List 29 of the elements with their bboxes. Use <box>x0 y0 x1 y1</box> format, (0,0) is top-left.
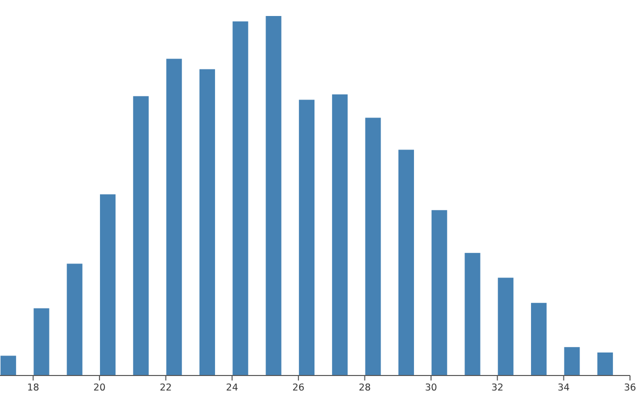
bar <box>166 58 182 376</box>
bar <box>432 210 448 376</box>
x-tick-label: 24 <box>226 382 238 394</box>
x-tick-label: 32 <box>491 382 504 394</box>
bar <box>365 118 381 376</box>
bar <box>266 16 282 376</box>
x-tick-label: 18 <box>27 382 40 394</box>
bar <box>464 252 480 376</box>
bar <box>498 278 514 376</box>
x-tick-label: 26 <box>292 382 304 394</box>
bar <box>298 100 314 376</box>
bar <box>0 356 16 376</box>
x-tick-label: 36 <box>624 382 636 394</box>
bar <box>199 69 216 376</box>
x-tick-label: 30 <box>425 382 438 394</box>
bar <box>66 264 82 376</box>
bar <box>597 352 613 376</box>
bar <box>100 194 116 376</box>
bar <box>531 302 547 376</box>
bar <box>564 347 580 376</box>
bar <box>34 308 50 376</box>
x-tick-label: 28 <box>358 382 371 394</box>
x-tick-label: 22 <box>160 382 172 394</box>
bar <box>332 94 348 376</box>
bar <box>133 96 149 376</box>
x-tick-label: 34 <box>558 382 570 394</box>
bar <box>398 150 414 376</box>
bar <box>232 21 248 376</box>
x-tick-label: 20 <box>93 382 106 394</box>
